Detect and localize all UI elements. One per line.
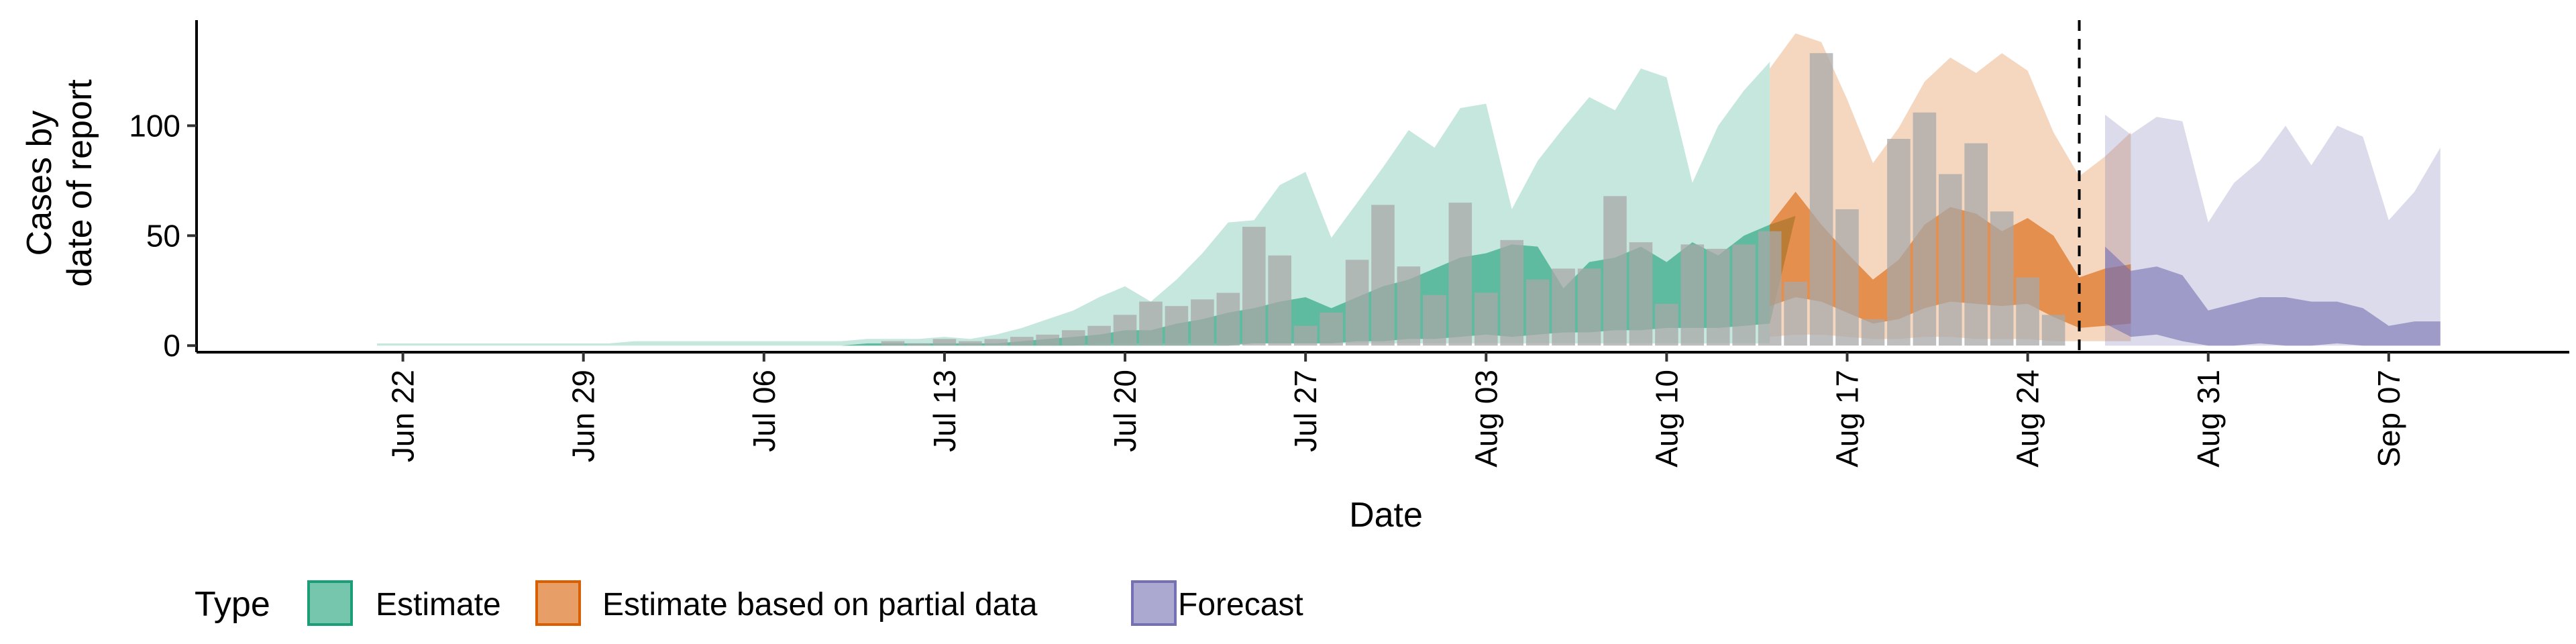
reported-cases-bar	[1036, 334, 1059, 346]
reported-cases-bar	[1293, 325, 1318, 346]
reported-cases-bar	[1680, 244, 1705, 346]
reported-cases-bar	[932, 339, 957, 346]
reported-cases-bar	[1525, 279, 1550, 346]
reported-cases-bar	[2016, 277, 2039, 346]
legend-swatch-forecast	[1131, 580, 1177, 626]
x-tick-label: Jul 13	[927, 370, 962, 452]
y-tick-label: 100	[129, 108, 180, 143]
x-tick-label: Sep 07	[2371, 370, 2406, 468]
reported-cases-bar	[1990, 211, 2014, 346]
x-tick-label: Jul 06	[747, 370, 782, 452]
x-tick-label: Jun 29	[566, 370, 601, 462]
reported-cases-bar	[1345, 260, 1369, 346]
reported-cases-bar	[1087, 325, 1111, 346]
reported-cases-bar	[1242, 227, 1266, 346]
reported-cases-bar	[907, 343, 930, 346]
chart-axes	[195, 20, 2569, 354]
reported-cases-bar	[1939, 174, 1962, 346]
y-tick-label: 50	[146, 218, 180, 253]
reported-cases-bar	[1448, 203, 1472, 346]
y-axis-title-line-2: date of report	[60, 79, 99, 287]
reported-cases-bar	[1423, 294, 1446, 346]
x-tick-label: Aug 24	[2010, 370, 2045, 468]
reported-cases-bar	[1010, 337, 1034, 346]
reported-cases-bar	[959, 341, 982, 346]
reported-cases-bar	[1191, 299, 1214, 346]
x-axis-title: Date	[1349, 496, 1423, 535]
reported-cases-bar	[1474, 292, 1498, 346]
reported-cases-bar	[1809, 53, 1833, 346]
reported-cases-bar	[1139, 301, 1163, 346]
reported-cases-bar	[1887, 139, 1911, 346]
reported-cases-bar	[1268, 255, 1291, 346]
x-axis-ticks: Jun 22 Jun 29 Jul 06 Jul 13 Jul 20 Jul 27 Aug …	[386, 352, 2406, 468]
x-tick-label: Jun 22	[386, 370, 421, 462]
reported-cases-bar	[1707, 248, 1730, 346]
ribbon-50-forecast	[2105, 246, 2440, 346]
legend-title: Type	[195, 585, 270, 624]
legend-label-estimate: Estimate	[376, 587, 501, 623]
reported-cases-bar	[1165, 306, 1189, 346]
reported-cases-bar	[1061, 330, 1085, 346]
reported-cases-bar	[1784, 282, 1807, 346]
reported-cases-bar	[1913, 112, 1937, 346]
legend-label-forecast: Forecast	[1178, 587, 1303, 623]
x-tick-label: Jul 27	[1288, 370, 1323, 452]
reported-cases-bar	[1732, 244, 1756, 346]
reported-cases-bar	[1629, 242, 1653, 346]
legend-label-partial: Estimate based on partial data	[602, 587, 1038, 623]
x-tick-label: Aug 17	[1830, 370, 1865, 468]
reported-cases-bar	[1577, 268, 1601, 346]
y-tick-label: 0	[163, 328, 180, 363]
reported-cases-bar	[1320, 313, 1343, 346]
reported-cases-bar	[1758, 231, 1782, 346]
y-axis-title-line-1: Cases by	[20, 111, 59, 256]
reported-cases-bar	[1964, 143, 1988, 346]
reported-cases-bars	[881, 53, 2065, 346]
y-axis-ticks: 0 50 100	[129, 108, 197, 363]
legend-swatch-partial	[535, 580, 581, 626]
legend-swatch-estimate	[307, 580, 353, 626]
x-tick-label: Aug 10	[1649, 370, 1684, 468]
legend: Type Estimate Estimate based on partial …	[195, 580, 1303, 626]
reported-cases-bar	[1655, 303, 1678, 346]
reported-cases-bar	[1113, 315, 1137, 346]
y-axis-title: Cases by date of report	[20, 79, 99, 287]
reported-cases-bar	[1835, 209, 1859, 346]
reported-cases-bar	[984, 339, 1008, 346]
reported-cases-bar	[1861, 319, 1885, 346]
reported-cases-bar	[1500, 239, 1523, 346]
x-tick-label: Aug 03	[1468, 370, 1503, 468]
reported-cases-bar	[1603, 196, 1627, 346]
reported-cases-bar	[881, 341, 905, 346]
reported-cases-bar	[1371, 205, 1395, 346]
x-tick-label: Jul 20	[1108, 370, 1142, 452]
reported-cases-bar	[1397, 266, 1421, 346]
reported-cases-bar	[1216, 292, 1240, 346]
x-tick-label: Aug 31	[2191, 370, 2226, 468]
reported-cases-bar	[1552, 268, 1575, 346]
reported-cases-bar	[2041, 315, 2065, 346]
